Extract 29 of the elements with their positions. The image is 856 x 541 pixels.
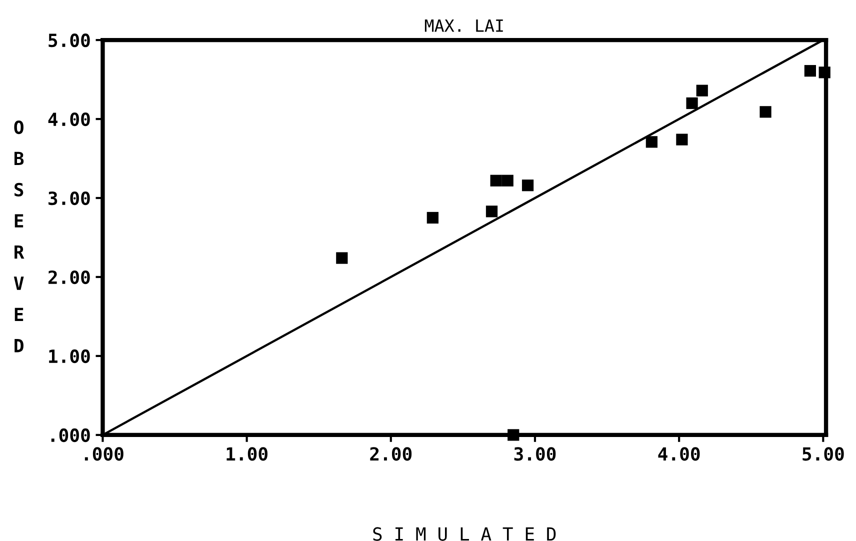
y-tick-label: 1.00	[49, 349, 90, 364]
x-axis-title: S I M U L A T E D	[373, 527, 556, 541]
point	[336, 252, 348, 264]
point	[676, 134, 688, 146]
x-tick-label: 3.00	[514, 447, 556, 461]
y-tick-label: 4.00	[48, 112, 90, 126]
point	[502, 174, 514, 186]
point	[522, 180, 534, 192]
x-tick-label: .000	[84, 447, 124, 461]
x-tick-label: 2.00	[370, 447, 412, 461]
y-axis-title: OBSERVED	[14, 120, 24, 352]
y-tick-label: 2.00	[48, 270, 90, 284]
point	[696, 84, 708, 96]
y-tick-label: .000	[51, 428, 90, 442]
point	[646, 136, 658, 148]
point	[686, 97, 698, 110]
chart-title: MAX. LAI	[424, 20, 503, 32]
x-tick-label: 1.00	[226, 447, 268, 461]
point	[760, 106, 772, 118]
point	[818, 66, 830, 78]
y-tick-label: 5.00	[48, 33, 90, 48]
point	[508, 429, 520, 441]
point	[486, 206, 498, 218]
point	[490, 174, 502, 186]
point	[804, 65, 816, 77]
x-tick-label: 4.00	[658, 447, 700, 461]
x-tick-label: 5.00	[802, 447, 844, 461]
y-tick-label: 3.00	[48, 191, 90, 206]
point	[426, 212, 438, 224]
